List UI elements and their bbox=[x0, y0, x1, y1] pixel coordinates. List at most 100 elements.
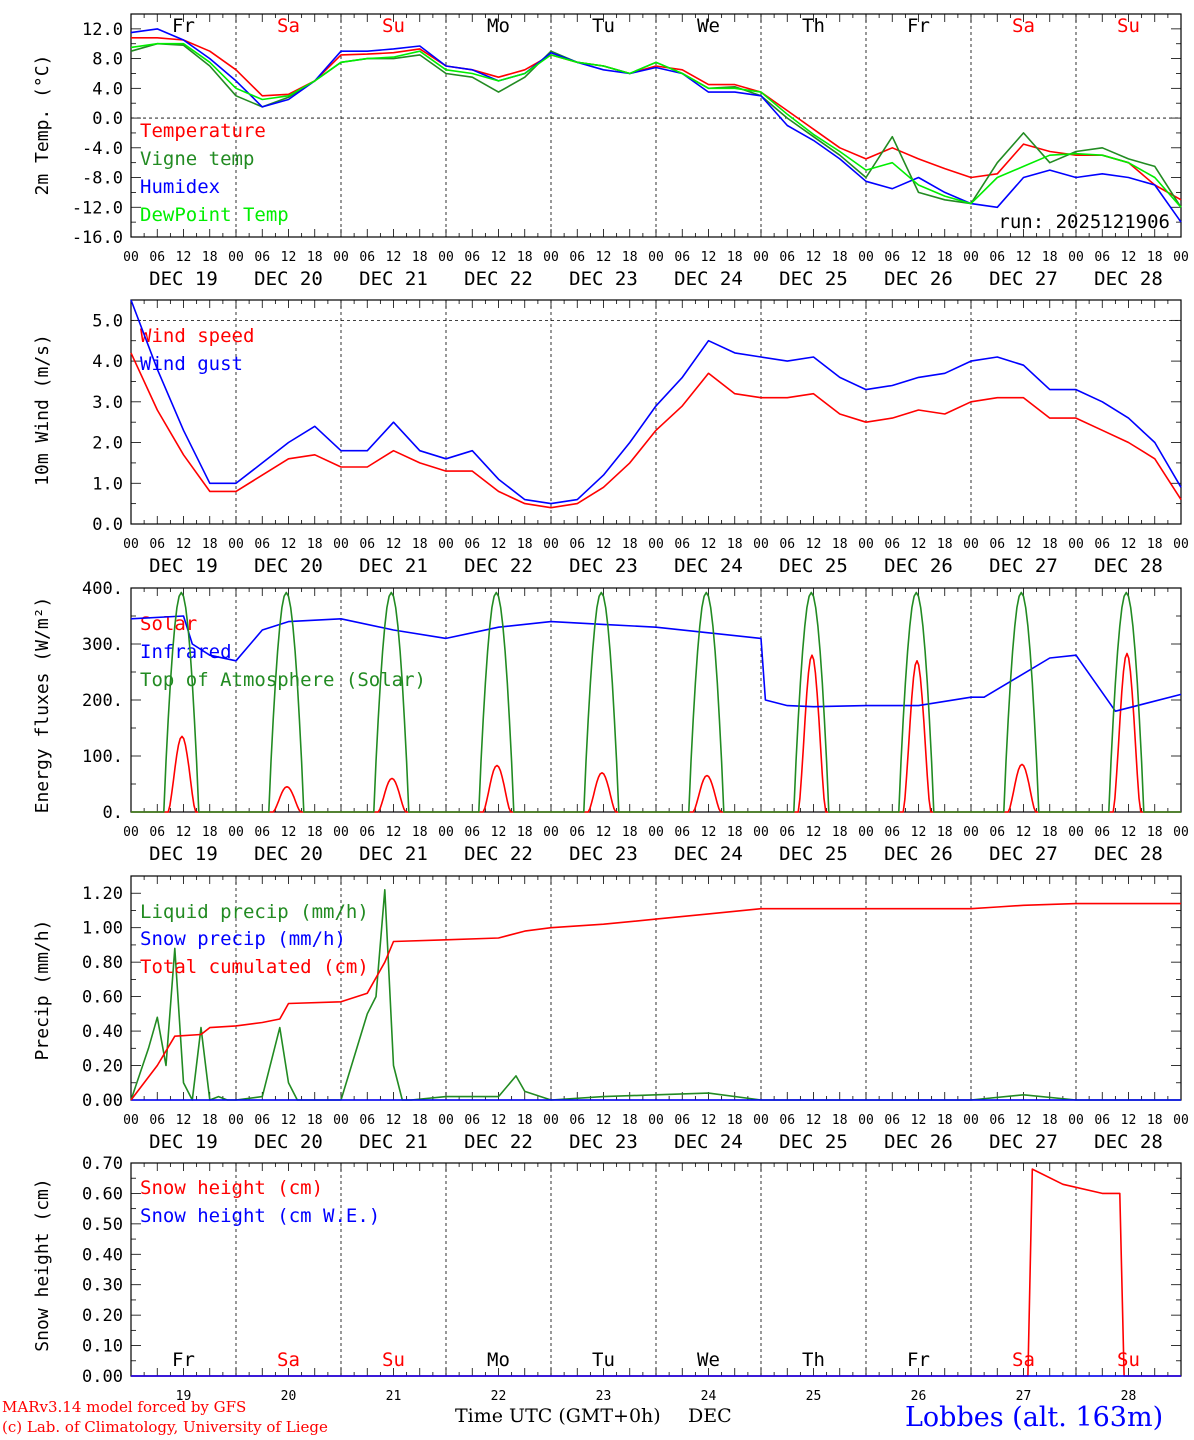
day-name: Sa bbox=[1012, 15, 1035, 37]
legend-entry: Wind speed bbox=[140, 325, 254, 347]
hour-tick-label: 00 bbox=[228, 825, 244, 840]
y-axis-label: Snow height (cm) bbox=[32, 1178, 53, 1351]
hour-tick-label: 00 bbox=[228, 537, 244, 552]
date-label: DEC 21 bbox=[359, 555, 428, 577]
hour-tick-label: 06 bbox=[569, 250, 585, 265]
hour-tick-label: 06 bbox=[464, 1113, 480, 1128]
hour-tick-label: 00 bbox=[753, 825, 769, 840]
hour-tick-label: 12 bbox=[1121, 825, 1137, 840]
date-label: DEC 27 bbox=[989, 843, 1058, 865]
day-number: 20 bbox=[281, 1389, 297, 1404]
hour-tick-label: 06 bbox=[359, 825, 375, 840]
day-name: We bbox=[697, 1349, 720, 1371]
y-tick-label: 0.70 bbox=[82, 1154, 123, 1174]
hour-tick-label: 06 bbox=[569, 1113, 585, 1128]
y-tick-label: 0.40 bbox=[82, 1245, 123, 1265]
hour-tick-label: 12 bbox=[701, 250, 717, 265]
hour-tick-label: 12 bbox=[1016, 250, 1032, 265]
y-tick-label: 2.0 bbox=[92, 434, 123, 454]
hour-tick-label: 06 bbox=[1094, 825, 1110, 840]
hour-tick-label: 00 bbox=[543, 537, 559, 552]
date-label: DEC 24 bbox=[674, 1131, 743, 1153]
hour-tick-label: 06 bbox=[1094, 250, 1110, 265]
y-tick-label: 0.00 bbox=[82, 1367, 123, 1387]
date-label: DEC 26 bbox=[884, 555, 953, 577]
hour-tick-label: 06 bbox=[674, 250, 690, 265]
hour-tick-label: 06 bbox=[779, 250, 795, 265]
hour-tick-label: 12 bbox=[386, 1113, 402, 1128]
hour-tick-label: 06 bbox=[359, 537, 375, 552]
hour-tick-label: 00 bbox=[963, 250, 979, 265]
hour-tick-label: 06 bbox=[1094, 1113, 1110, 1128]
y-tick-label: 1.00 bbox=[82, 919, 123, 939]
day-name: Tu bbox=[592, 1349, 615, 1371]
legend-entry: Snow height (cm) bbox=[140, 1177, 323, 1199]
y-tick-label: 1.0 bbox=[92, 474, 123, 494]
date-label: DEC 19 bbox=[149, 843, 218, 865]
hour-tick-label: 00 bbox=[648, 825, 664, 840]
date-label: DEC 20 bbox=[254, 843, 323, 865]
hour-tick-label: 00 bbox=[858, 1113, 874, 1128]
y-tick-label: 0.60 bbox=[82, 988, 123, 1008]
hour-tick-label: 18 bbox=[622, 1113, 638, 1128]
hour-tick-label: 12 bbox=[806, 1113, 822, 1128]
legend-entry: Wind gust bbox=[140, 353, 243, 375]
hour-tick-label: 00 bbox=[123, 825, 139, 840]
hour-tick-label: 18 bbox=[727, 1113, 743, 1128]
y-tick-label: 0.30 bbox=[82, 1276, 123, 1296]
day-name: Mo bbox=[487, 1349, 510, 1371]
date-label: DEC 19 bbox=[149, 1131, 218, 1153]
series-line-wind-speed bbox=[130, 352, 1182, 509]
hour-tick-label: 18 bbox=[1147, 250, 1163, 265]
hour-tick-label: 00 bbox=[333, 825, 349, 840]
y-tick-label: 0.0 bbox=[92, 109, 123, 129]
hour-tick-label: 06 bbox=[254, 537, 270, 552]
y-tick-label: 0.0 bbox=[92, 515, 123, 535]
date-label: DEC 24 bbox=[674, 555, 743, 577]
hour-tick-label: 12 bbox=[1016, 825, 1032, 840]
date-label: DEC 23 bbox=[569, 268, 638, 290]
hour-tick-label: 18 bbox=[1147, 825, 1163, 840]
hour-tick-label: 06 bbox=[1094, 537, 1110, 552]
date-label: DEC 21 bbox=[359, 843, 428, 865]
hour-tick-label: 12 bbox=[281, 1113, 297, 1128]
y-tick-label: 100. bbox=[82, 747, 123, 767]
hour-tick-label: 12 bbox=[176, 825, 192, 840]
hour-tick-label: 12 bbox=[281, 250, 297, 265]
y-tick-label: 4.0 bbox=[92, 79, 123, 99]
day-name: Sa bbox=[1012, 1349, 1035, 1371]
hour-tick-label: 06 bbox=[569, 537, 585, 552]
y-tick-label: 0. bbox=[103, 803, 123, 823]
hour-tick-label: 06 bbox=[674, 1113, 690, 1128]
date-label: DEC 25 bbox=[779, 268, 848, 290]
hour-tick-label: 18 bbox=[937, 537, 953, 552]
date-label: DEC 24 bbox=[674, 268, 743, 290]
hour-tick-label: 00 bbox=[1173, 537, 1189, 552]
date-label: DEC 23 bbox=[569, 843, 638, 865]
hour-tick-label: 00 bbox=[228, 1113, 244, 1128]
date-label: DEC 20 bbox=[254, 268, 323, 290]
day-name: Th bbox=[802, 15, 825, 37]
legend-entry: Temperature bbox=[140, 120, 266, 142]
hour-tick-label: 12 bbox=[491, 537, 507, 552]
hour-tick-label: 12 bbox=[386, 537, 402, 552]
hour-tick-label: 00 bbox=[963, 825, 979, 840]
hour-tick-label: 00 bbox=[1068, 1113, 1084, 1128]
hour-tick-label: 00 bbox=[858, 537, 874, 552]
month-label: DEC bbox=[688, 1405, 732, 1427]
hour-tick-label: 00 bbox=[543, 250, 559, 265]
hour-tick-label: 12 bbox=[176, 1113, 192, 1128]
hour-tick-label: 00 bbox=[1068, 537, 1084, 552]
day-name: Th bbox=[802, 1349, 825, 1371]
date-label: DEC 26 bbox=[884, 268, 953, 290]
station-label: Lobbes (alt. 163m) bbox=[905, 1402, 1164, 1433]
hour-tick-label: 00 bbox=[1173, 1113, 1189, 1128]
hour-tick-label: 00 bbox=[228, 250, 244, 265]
series-line-humidex bbox=[130, 28, 1182, 223]
y-tick-label: 3.0 bbox=[92, 393, 123, 413]
hour-tick-label: 06 bbox=[779, 537, 795, 552]
hour-tick-label: 06 bbox=[674, 537, 690, 552]
hour-tick-label: 18 bbox=[517, 1113, 533, 1128]
day-name: Fr bbox=[907, 15, 930, 37]
y-tick-label: 0.10 bbox=[82, 1337, 123, 1357]
